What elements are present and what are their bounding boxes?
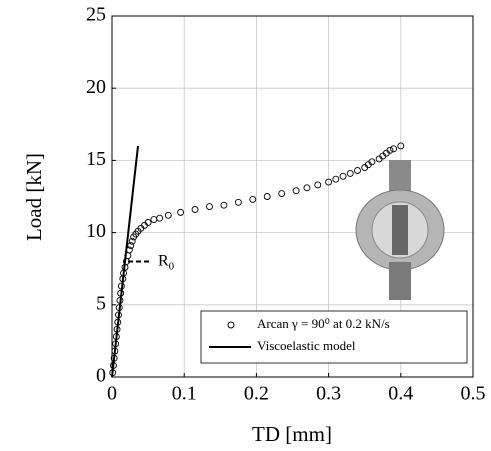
y-tick-label: 25 xyxy=(86,4,106,26)
data-point xyxy=(386,146,394,154)
data-point xyxy=(249,195,257,203)
data-point xyxy=(234,198,242,206)
annotation: R0 xyxy=(158,252,175,272)
data-point xyxy=(303,184,311,192)
data-point xyxy=(346,169,354,177)
data-point xyxy=(156,214,164,222)
annotation-text: R xyxy=(158,252,169,269)
model-line xyxy=(111,145,139,378)
data-point xyxy=(314,181,322,189)
data-point xyxy=(144,219,152,226)
data-point xyxy=(292,187,300,195)
data-point xyxy=(150,216,158,224)
data-point xyxy=(397,142,405,150)
y-tick-label: 0 xyxy=(96,365,106,387)
legend-marker xyxy=(227,321,235,329)
x-tick-label: 0.1 xyxy=(172,383,197,405)
legend-box xyxy=(200,310,468,364)
y-tick-label: 10 xyxy=(86,220,106,242)
data-point xyxy=(191,206,199,213)
data-point xyxy=(368,158,376,166)
x-tick-label: 0.4 xyxy=(388,383,413,405)
x-tick-label: 0 xyxy=(107,383,117,405)
data-point xyxy=(177,208,185,216)
y-tick-label: 5 xyxy=(96,292,106,314)
x-tick-label: 0.2 xyxy=(244,383,269,405)
data-point xyxy=(339,172,347,180)
legend-label: Arcan γ = 90⁰ at 0.2 kN/s xyxy=(257,316,390,331)
y-tick-label: 20 xyxy=(86,76,106,98)
legend-label: Viscoelastic model xyxy=(257,338,356,353)
data-point xyxy=(128,237,136,245)
data-point xyxy=(164,211,172,219)
x-axis-label: TD [mm] xyxy=(252,422,332,446)
specimen-photo xyxy=(355,160,445,300)
annotation-subscript: 0 xyxy=(169,260,175,272)
y-axis-label: Load [kN] xyxy=(22,153,46,241)
data-point xyxy=(220,201,228,209)
data-point xyxy=(332,175,340,183)
data-point xyxy=(263,193,271,200)
x-tick-label: 0.3 xyxy=(316,383,341,405)
data-point xyxy=(390,145,398,153)
x-tick-label: 0.5 xyxy=(461,383,486,405)
data-point xyxy=(325,178,333,186)
data-point xyxy=(206,203,213,211)
plot-frame xyxy=(111,15,474,378)
data-point xyxy=(278,190,286,198)
y-tick-label: 15 xyxy=(86,148,106,170)
data-point xyxy=(354,167,361,174)
